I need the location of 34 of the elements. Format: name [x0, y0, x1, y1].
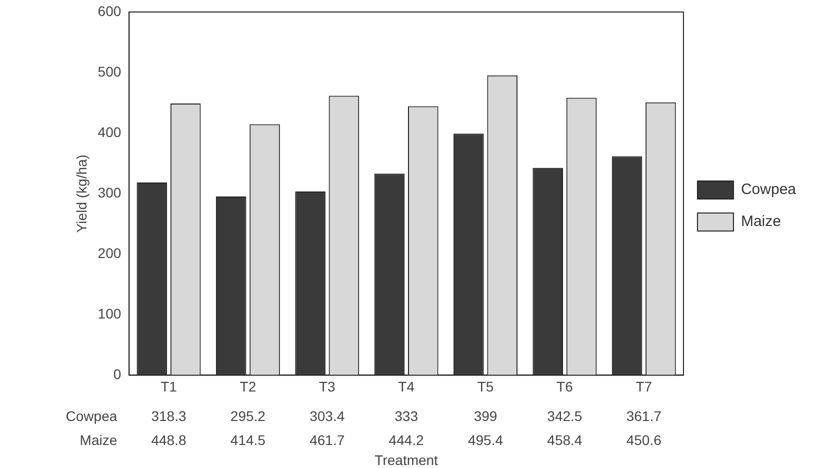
- data-label: 414.5: [230, 432, 266, 448]
- x-tick-label: T1: [160, 378, 178, 394]
- data-label: 495.4: [468, 432, 504, 448]
- y-tick-label: 600: [98, 2, 122, 19]
- x-tick-label: T6: [556, 378, 574, 394]
- y-tick-label: 300: [98, 184, 122, 200]
- x-tick-label: T5: [477, 378, 494, 394]
- data-label: 342.5: [547, 408, 582, 424]
- data-label: 303.4: [310, 408, 345, 424]
- x-tick-label: T3: [318, 378, 336, 394]
- data-label: 333: [394, 408, 418, 424]
- data-label: 458.4: [547, 432, 582, 448]
- y-tick-label: 500: [98, 63, 122, 80]
- x-axis-title: Treatment: [374, 452, 438, 468]
- y-tick-label: 100: [98, 306, 122, 322]
- data-label: 444.2: [388, 432, 424, 448]
- y-tick-label: 200: [98, 244, 122, 261]
- legend-label: Cowpea: [740, 181, 797, 198]
- y-tick-label: 400: [98, 124, 122, 140]
- data-label: 461.7: [310, 432, 345, 448]
- text: Cowpea: [66, 408, 118, 424]
- x-tick-label: T4: [398, 378, 415, 394]
- x-tick-label: T2: [240, 378, 256, 394]
- legend-label: Maize: [740, 213, 781, 230]
- y-axis-title: Yield (kg/ha): [73, 154, 90, 233]
- data-label: 450.6: [626, 432, 662, 448]
- y-tick-label: 0: [113, 366, 122, 382]
- data-label: 361.7: [626, 408, 662, 424]
- text: Maize: [80, 432, 118, 448]
- x-tick-label: T7: [636, 378, 652, 394]
- data-label: 318.3: [151, 408, 186, 424]
- data-label: 295.2: [230, 408, 266, 424]
- data-label: 399: [474, 408, 498, 424]
- data-label: 448.8: [151, 432, 186, 448]
